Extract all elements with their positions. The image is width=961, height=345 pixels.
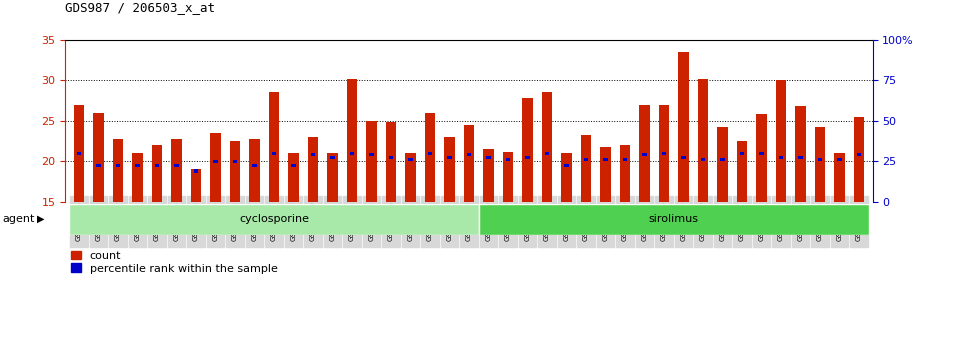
- Bar: [756, 114, 767, 202]
- Bar: [778, 156, 783, 159]
- Bar: [350, 152, 354, 155]
- Text: agent: agent: [2, 214, 35, 224]
- Bar: [425, 113, 435, 202]
- Bar: [213, 160, 217, 163]
- Bar: [408, 158, 412, 161]
- Bar: [230, 141, 240, 202]
- Bar: [642, 153, 647, 156]
- Bar: [310, 153, 315, 156]
- FancyBboxPatch shape: [479, 204, 869, 235]
- Bar: [522, 98, 532, 202]
- Bar: [795, 106, 806, 202]
- Legend: count, percentile rank within the sample: count, percentile rank within the sample: [71, 250, 278, 274]
- Bar: [132, 153, 143, 202]
- Bar: [155, 164, 160, 167]
- Bar: [331, 156, 334, 159]
- Bar: [600, 147, 611, 202]
- Text: cyclosporine: cyclosporine: [239, 214, 309, 224]
- Bar: [759, 152, 764, 155]
- Text: sirolimus: sirolimus: [649, 214, 699, 224]
- Bar: [857, 153, 861, 156]
- Bar: [834, 153, 845, 202]
- FancyBboxPatch shape: [69, 204, 479, 235]
- Bar: [678, 52, 689, 202]
- Bar: [366, 121, 377, 202]
- Bar: [776, 80, 786, 202]
- Bar: [584, 158, 588, 161]
- Bar: [308, 137, 318, 202]
- Bar: [428, 152, 432, 155]
- Bar: [505, 158, 510, 161]
- Bar: [681, 156, 685, 159]
- Bar: [503, 151, 513, 202]
- Bar: [96, 164, 101, 167]
- Bar: [701, 158, 705, 161]
- Text: GDS987 / 206503_x_at: GDS987 / 206503_x_at: [65, 1, 215, 14]
- Bar: [253, 164, 257, 167]
- Bar: [815, 127, 825, 202]
- Bar: [837, 158, 842, 161]
- Bar: [620, 145, 630, 202]
- Bar: [77, 152, 81, 155]
- Bar: [272, 152, 276, 155]
- Bar: [385, 122, 396, 202]
- Bar: [406, 153, 416, 202]
- Bar: [736, 141, 748, 202]
- Bar: [347, 79, 357, 202]
- Bar: [93, 113, 104, 202]
- Bar: [171, 139, 182, 202]
- Bar: [291, 164, 296, 167]
- Bar: [604, 158, 607, 161]
- Bar: [152, 145, 162, 202]
- Bar: [623, 158, 628, 161]
- Bar: [210, 133, 221, 202]
- Bar: [580, 135, 591, 202]
- Bar: [444, 137, 455, 202]
- Bar: [269, 92, 280, 202]
- Bar: [740, 152, 744, 155]
- Bar: [564, 164, 569, 167]
- Bar: [542, 92, 553, 202]
- Bar: [526, 156, 530, 159]
- Bar: [545, 152, 549, 155]
- Bar: [717, 127, 727, 202]
- Bar: [818, 158, 822, 161]
- Bar: [662, 152, 666, 155]
- Bar: [799, 156, 802, 159]
- Bar: [233, 160, 237, 163]
- Bar: [389, 156, 393, 159]
- Bar: [467, 153, 471, 156]
- Bar: [447, 156, 452, 159]
- Bar: [136, 164, 139, 167]
- Bar: [288, 153, 299, 202]
- Bar: [561, 153, 572, 202]
- Bar: [74, 105, 85, 202]
- Bar: [853, 117, 864, 202]
- Bar: [658, 105, 669, 202]
- Bar: [369, 153, 374, 156]
- Bar: [463, 125, 475, 202]
- Bar: [698, 79, 708, 202]
- Bar: [721, 158, 725, 161]
- Bar: [327, 153, 338, 202]
- Bar: [639, 105, 650, 202]
- Bar: [194, 169, 198, 172]
- Bar: [483, 149, 494, 202]
- Bar: [486, 156, 491, 159]
- Text: ▶: ▶: [37, 214, 44, 224]
- Bar: [116, 164, 120, 167]
- Bar: [112, 139, 123, 202]
- Bar: [174, 164, 179, 167]
- Bar: [249, 139, 259, 202]
- Bar: [190, 169, 202, 202]
